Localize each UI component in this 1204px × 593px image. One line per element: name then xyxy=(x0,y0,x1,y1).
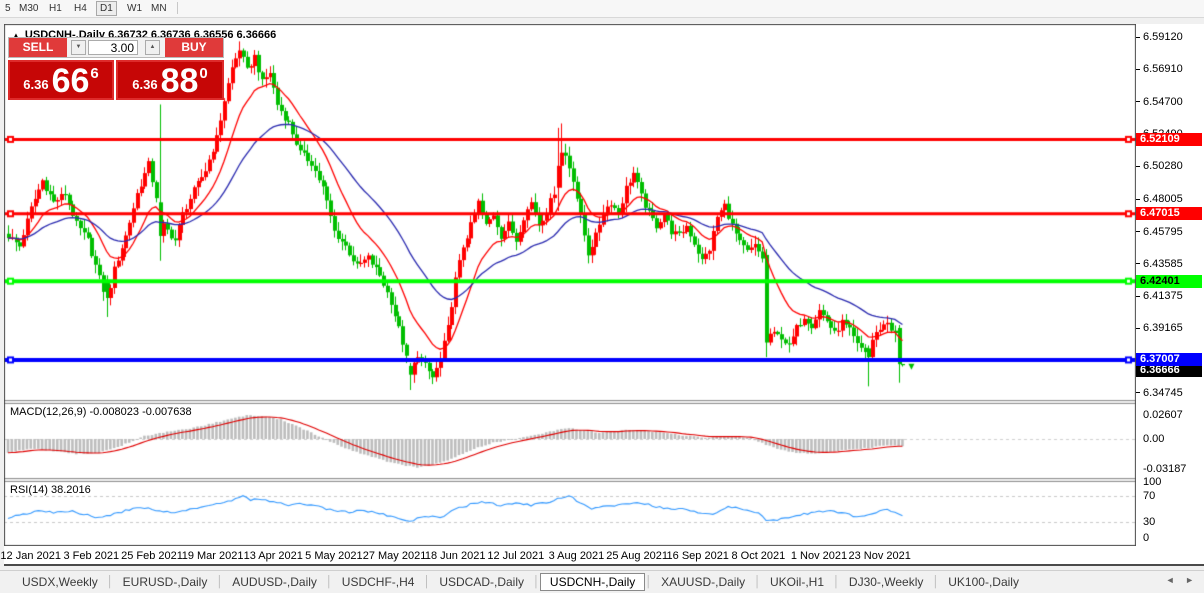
price-tick-mark xyxy=(1136,68,1140,70)
price-tick-mark xyxy=(1136,263,1140,265)
price-tick-mark xyxy=(1136,231,1140,233)
macd-axis-label: 0.00 xyxy=(1143,433,1165,445)
one-click-trade-panel: SELL ▼ ▲ BUY 6.36 66 6 6.36 88 0 xyxy=(8,37,224,100)
tab-separator: │ xyxy=(533,576,540,588)
sell-price-box[interactable]: 6.36 66 6 xyxy=(8,60,114,100)
current-price-label: 6.36666 xyxy=(1136,363,1202,377)
volume-decrease-button[interactable]: ▼ xyxy=(71,40,86,55)
timeframe-button-D1[interactable]: D1 xyxy=(96,1,117,16)
buy-price-prefix: 6.36 xyxy=(132,77,158,92)
rsi-axis-label: 70 xyxy=(1143,490,1156,502)
tab-dj30-weekly[interactable]: DJ30-,Weekly xyxy=(848,575,924,589)
price-tick-label: 6.34745 xyxy=(1143,386,1183,399)
date-tick-label: 3 Feb 2021 xyxy=(63,550,120,562)
date-tick-label: 5 May 2021 xyxy=(305,550,363,562)
date-tick-label: 27 May 2021 xyxy=(362,550,427,562)
level-price-label[interactable]: 6.47015 xyxy=(1136,207,1202,221)
macd-axis-label: -0.03187 xyxy=(1143,462,1187,475)
date-tick-label: 3 Aug 2021 xyxy=(548,550,605,562)
price-tick-label: 6.41375 xyxy=(1143,290,1183,303)
price-tick-label: 6.50280 xyxy=(1143,160,1183,173)
tab-separator: │ xyxy=(645,576,653,588)
timeframe-button-5[interactable]: 5 xyxy=(5,3,11,14)
price-tick-label: 6.48005 xyxy=(1143,193,1183,206)
date-tick-label: 1 Nov 2021 xyxy=(790,550,848,562)
price-tick-label: 6.39165 xyxy=(1143,322,1183,335)
rsi-axis-label: 0 xyxy=(1143,532,1150,544)
price-tick-mark xyxy=(1136,327,1140,329)
price-tick-mark xyxy=(1136,36,1140,38)
rsi-axis-label: 30 xyxy=(1143,516,1156,528)
tab-eurusd-daily[interactable]: EURUSD-,Daily xyxy=(122,575,208,589)
date-tick-label: 23 Nov 2021 xyxy=(848,550,911,562)
tab-uk100-daily[interactable]: UK100-,Daily xyxy=(948,575,1019,589)
tab-separator: │ xyxy=(932,576,940,588)
tab-separator: │ xyxy=(325,576,333,588)
volume-input[interactable] xyxy=(88,40,138,55)
rsi-axis-label: 100 xyxy=(1143,476,1162,488)
tab-separator: │ xyxy=(216,576,224,588)
sell-price-prefix: 6.36 xyxy=(23,77,49,92)
timeframe-toolbar: 5 M30 H1 H4 D1 W1 MN xyxy=(0,0,1204,18)
price-tick-mark xyxy=(1136,392,1140,394)
date-tick-label: 25 Feb 2021 xyxy=(121,550,183,562)
date-tick-label: 18 Jun 2021 xyxy=(424,550,486,562)
rsi-indicator-label: RSI(14) 38.2016 xyxy=(10,484,91,496)
price-axis[interactable]: 6.591206.569106.547006.524906.502806.480… xyxy=(1136,24,1204,546)
level-price-label[interactable]: 6.52109 xyxy=(1136,132,1202,146)
price-tick-label: 6.56910 xyxy=(1143,63,1183,76)
timeframe-button-MN[interactable]: MN xyxy=(151,3,167,14)
price-tick-mark xyxy=(1136,101,1140,103)
date-tick-label: 8 Oct 2021 xyxy=(731,550,786,562)
timeframe-button-H1[interactable]: H1 xyxy=(49,3,62,14)
macd-indicator-label: MACD(12,26,9) -0.008023 -0.007638 xyxy=(10,406,192,418)
date-axis[interactable]: 12 Jan 2021 3 Feb 2021 25 Feb 2021 19 Mar 2… xyxy=(0,546,1204,566)
toolbar-separator xyxy=(177,2,178,14)
price-tick-mark xyxy=(1136,295,1140,297)
tab-usdchf-h4[interactable]: USDCHF-,H4 xyxy=(341,575,415,589)
date-tick-label: 16 Sep 2021 xyxy=(666,550,729,562)
price-tick-mark xyxy=(1136,198,1140,200)
price-tick-label: 6.54700 xyxy=(1143,95,1183,108)
tab-usdcnh-daily[interactable]: USDCNH-,Daily xyxy=(539,573,646,591)
buy-price-big: 88 xyxy=(160,62,199,100)
volume-increase-button[interactable]: ▲ xyxy=(145,40,160,55)
price-tick-label: 6.59120 xyxy=(1143,31,1183,43)
tab-usdx-weekly[interactable]: USDX,Weekly xyxy=(22,575,98,589)
date-tick-label: 12 Jul 2021 xyxy=(487,550,545,562)
price-tick-label: 6.45795 xyxy=(1143,225,1183,238)
price-tick-mark xyxy=(1136,165,1140,167)
chart-tab-bar: USDX,Weekly │ EURUSD-,Daily │ AUDUSD-,Daily │… xyxy=(0,570,1204,593)
level-price-label[interactable]: 6.42401 xyxy=(1136,274,1202,288)
sell-button[interactable]: SELL xyxy=(9,38,67,57)
timeframe-button-W1[interactable]: W1 xyxy=(127,3,142,14)
tab-xauusd-daily[interactable]: XAUUSD-,Daily xyxy=(661,575,746,589)
buy-price-box[interactable]: 6.36 88 0 xyxy=(116,60,224,100)
date-tick-label: 12 Jan 2021 xyxy=(0,550,61,562)
buy-button[interactable]: BUY xyxy=(165,38,223,57)
level-price-label[interactable]: 6.37007 xyxy=(1136,353,1202,367)
tab-usdcad-daily[interactable]: USDCAD-,Daily xyxy=(439,575,525,589)
timeframe-button-M30[interactable]: M30 xyxy=(19,3,39,14)
macd-axis-label: 0.02607 xyxy=(1143,408,1183,421)
date-tick-label: 13 Apr 2021 xyxy=(243,550,303,562)
collapse-arrow-icon[interactable]: ▲ xyxy=(12,31,20,40)
tab-scroll-arrows[interactable]: ◄ ► xyxy=(1165,575,1198,585)
price-tick-label: 6.43585 xyxy=(1143,257,1183,270)
tab-separator: │ xyxy=(754,576,762,588)
timeframe-button-H4[interactable]: H4 xyxy=(74,3,87,14)
buy-price-sup: 0 xyxy=(199,65,208,82)
tab-ukoil-h1[interactable]: UKOil-,H1 xyxy=(770,575,825,589)
tab-separator: │ xyxy=(423,576,431,588)
sell-price-sup: 6 xyxy=(90,65,99,82)
sell-price-big: 66 xyxy=(51,62,90,100)
tab-audusd-daily[interactable]: AUDUSD-,Daily xyxy=(232,575,317,589)
date-tick-label: 25 Aug 2021 xyxy=(606,550,668,562)
tab-separator: │ xyxy=(106,576,114,588)
date-tick-label: 19 Mar 2021 xyxy=(181,550,244,562)
trade-controls-row: SELL ▼ ▲ BUY xyxy=(8,37,224,58)
tab-separator: │ xyxy=(833,576,840,588)
price-chart-canvas[interactable] xyxy=(4,24,1136,546)
